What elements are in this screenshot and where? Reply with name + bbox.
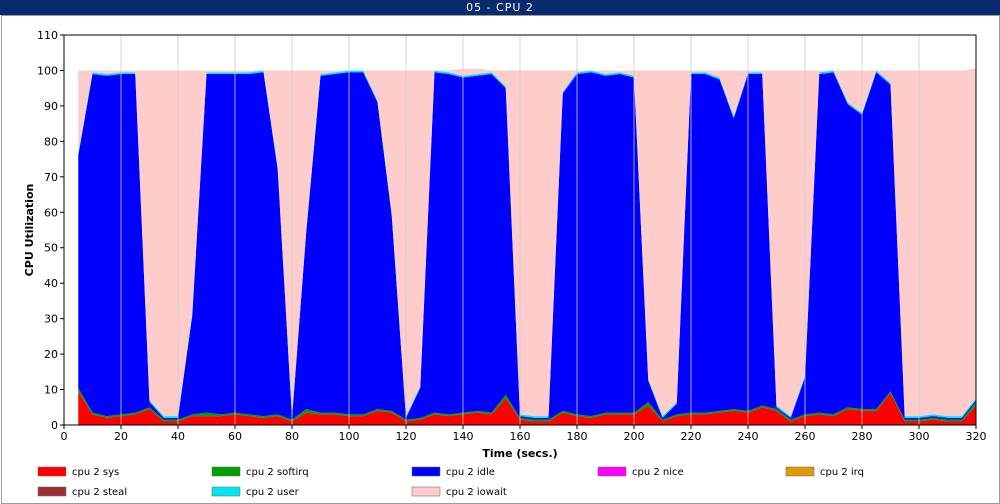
y-tick-label: 90 [44, 100, 58, 113]
y-tick-label: 40 [44, 277, 58, 290]
x-tick-label: 140 [453, 430, 474, 443]
y-tick-label: 20 [44, 348, 58, 361]
x-tick-label: 260 [795, 430, 816, 443]
area-cpu-2-softirq [78, 387, 976, 422]
y-axis-title: CPU Utilization [23, 184, 36, 277]
legend-label: cpu 2 steal [72, 487, 127, 498]
legend-label: cpu 2 iowait [446, 487, 507, 498]
x-tick-label: 0 [61, 430, 68, 443]
legend-swatch [411, 486, 441, 497]
x-tick-label: 320 [966, 430, 987, 443]
y-tick-label: 100 [37, 64, 58, 77]
legend-label: cpu 2 sys [72, 467, 119, 478]
x-tick-label: 120 [396, 430, 417, 443]
y-tick-label: 0 [51, 419, 58, 432]
legend-label: cpu 2 irq [820, 467, 864, 478]
y-tick-label: 110 [37, 29, 58, 42]
x-tick-label: 180 [567, 430, 588, 443]
legend-swatch [597, 466, 627, 477]
x-tick-label: 300 [909, 430, 930, 443]
legend-swatch [211, 466, 241, 477]
area-cpu-2-sys [78, 391, 976, 425]
x-tick-label: 240 [738, 430, 759, 443]
y-tick-label: 30 [44, 313, 58, 326]
x-tick-label: 160 [510, 430, 531, 443]
legend-swatch [785, 466, 815, 477]
x-tick-label: 20 [114, 430, 128, 443]
x-tick-label: 80 [285, 430, 299, 443]
x-tick-label: 60 [228, 430, 242, 443]
x-tick-label: 200 [624, 430, 645, 443]
x-tick-label: 220 [681, 430, 702, 443]
legend-swatch [37, 486, 67, 497]
legend-swatch [37, 466, 67, 477]
x-axis-title: Time (secs.) [482, 447, 557, 460]
legend-swatch [211, 486, 241, 497]
legend-label: cpu 2 idle [446, 467, 495, 478]
legend-label: cpu 2 softirq [246, 467, 309, 478]
x-tick-label: 100 [339, 430, 360, 443]
x-tick-label: 280 [852, 430, 873, 443]
legend-swatch [411, 466, 441, 477]
legend-label: cpu 2 user [246, 487, 300, 498]
area-cpu-2-idle [78, 72, 976, 420]
window-title: 05 - CPU 2 [0, 0, 1000, 15]
legend-label: cpu 2 nice [632, 467, 684, 478]
y-tick-label: 10 [44, 384, 58, 397]
x-tick-label: 40 [171, 430, 185, 443]
area-cpu-2-iowait [78, 68, 976, 417]
y-tick-label: 60 [44, 206, 58, 219]
y-tick-label: 50 [44, 242, 58, 255]
y-tick-label: 70 [44, 171, 58, 184]
y-tick-label: 80 [44, 135, 58, 148]
